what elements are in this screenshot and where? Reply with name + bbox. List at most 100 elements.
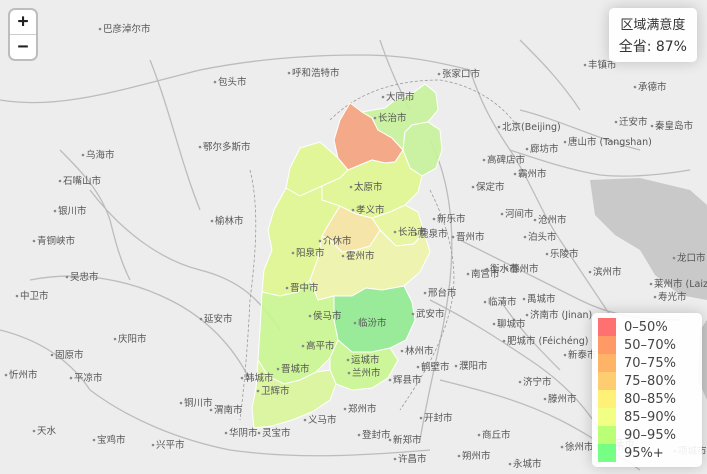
place-label: 运城市 (351, 354, 380, 366)
place-dot (240, 376, 244, 380)
place-label: 介休市 (323, 235, 352, 247)
place-label: 林州市 (405, 345, 434, 357)
place-label: 鹿泉市 (419, 228, 448, 240)
shanxi-regions[interactable] (251, 83, 443, 429)
place-dot (492, 322, 496, 326)
info-summary: 全省: 87% (618, 39, 687, 55)
place-label: 孝义市 (356, 204, 385, 216)
place-dot (650, 124, 654, 128)
place-label: 太原市 (354, 181, 383, 193)
place-dot (276, 367, 280, 371)
place-label: 霸州市 (518, 168, 547, 180)
place-label: 宝鸡市 (97, 434, 126, 446)
place-dot (353, 321, 357, 325)
place-dot (65, 275, 69, 279)
place-label: 晋州市 (456, 231, 485, 243)
place-label: 乌海市 (86, 149, 115, 161)
place-dot (92, 438, 96, 442)
place-dot (482, 158, 486, 162)
place-dot (287, 71, 291, 75)
place-label: 北京(Beijing) (502, 121, 561, 133)
place-dot (32, 239, 36, 243)
place-label: 肥城市 (Féichéng) (507, 335, 589, 347)
place-label: 义马市 (308, 414, 337, 426)
place-dot (457, 454, 461, 458)
place-label: 华阴市 (229, 427, 258, 439)
legend-swatch (598, 372, 616, 390)
place-label: 庆阳市 (118, 333, 147, 345)
place-dot (543, 397, 547, 401)
legend-item: 80–85% (598, 390, 696, 408)
province-borders (239, 79, 521, 421)
place-label: 高平市 (306, 340, 335, 352)
place-label: 榆林市 (215, 215, 244, 227)
place-dot (513, 172, 517, 176)
place-label: 固原市 (55, 349, 84, 361)
region-yuncheng[interactable] (251, 358, 337, 429)
place-label: 巴彦淖尔市 (103, 23, 151, 35)
region-jincheng[interactable] (329, 339, 399, 391)
place-label: 沧州市 (538, 214, 567, 226)
legend: 0–50% 50–70% 70–75% 75–80% 80–85% 85–90% 90–95… (592, 313, 702, 467)
place-dot (416, 365, 420, 369)
legend-swatch (598, 390, 616, 408)
place-label: 濮阳市 (459, 360, 488, 372)
place-dot (393, 457, 397, 461)
legend-label: 0–50% (624, 319, 668, 335)
place-dot (560, 445, 564, 449)
place-dot (224, 431, 228, 435)
place-label: 侯马市 (313, 310, 342, 322)
place-dot (318, 239, 322, 243)
place-label: 寿光市 (658, 291, 687, 303)
place-dot (341, 254, 345, 258)
place-label: 莱州市 (Laizh (654, 278, 707, 290)
place-label: 许昌市 (398, 453, 427, 465)
place-dot (113, 337, 117, 341)
place-dot (351, 208, 355, 212)
place-label: 滕州市 (548, 393, 577, 405)
place-dot (98, 27, 102, 31)
place-label: 唐山市 (Tangshan) (568, 136, 652, 148)
place-dot (518, 380, 522, 384)
place-label: 廊坊市 (530, 143, 559, 155)
place-dot (545, 252, 549, 256)
place-label: 秦皇岛市 (655, 120, 694, 132)
place-label: 吴忠市 (70, 271, 99, 283)
place-dot (454, 364, 458, 368)
zoom-in-button[interactable]: + (17, 11, 29, 32)
place-dot (588, 270, 592, 274)
place-label: 郑州市 (348, 403, 377, 415)
place-dot (198, 145, 202, 149)
place-label: 临清市 (488, 296, 517, 308)
place-dot (502, 339, 506, 343)
place-dot (303, 418, 307, 422)
place-dot (672, 256, 676, 260)
place-dot (497, 125, 501, 129)
place-dot (388, 438, 392, 442)
place-label: 开封市 (424, 412, 453, 424)
place-dot (53, 209, 57, 213)
place-dot (347, 371, 351, 375)
zoom-out-button[interactable]: − (10, 34, 36, 59)
place-label: 泊头市 (528, 231, 557, 243)
place-dot (411, 312, 415, 316)
place-dot (257, 431, 261, 435)
info-title: 区域满意度 (620, 18, 686, 33)
place-dot (50, 353, 54, 357)
place-dot (563, 140, 567, 144)
place-dot (471, 185, 475, 189)
place-label: 阳泉市 (296, 247, 325, 259)
place-dot (199, 317, 203, 321)
place-label: 平凉市 (74, 372, 103, 384)
place-dot (533, 218, 537, 222)
place-label: 承德市 (638, 81, 667, 93)
place-label: 临汾市 (358, 317, 387, 329)
place-label: 济宁市 (523, 376, 552, 388)
place-dot (477, 433, 481, 437)
place-dot (505, 267, 509, 271)
place-label: 新乐市 (437, 213, 466, 225)
place-label: 河间市 (505, 208, 534, 220)
place-label: 高碑店市 (487, 154, 526, 166)
place-dot (508, 462, 512, 466)
